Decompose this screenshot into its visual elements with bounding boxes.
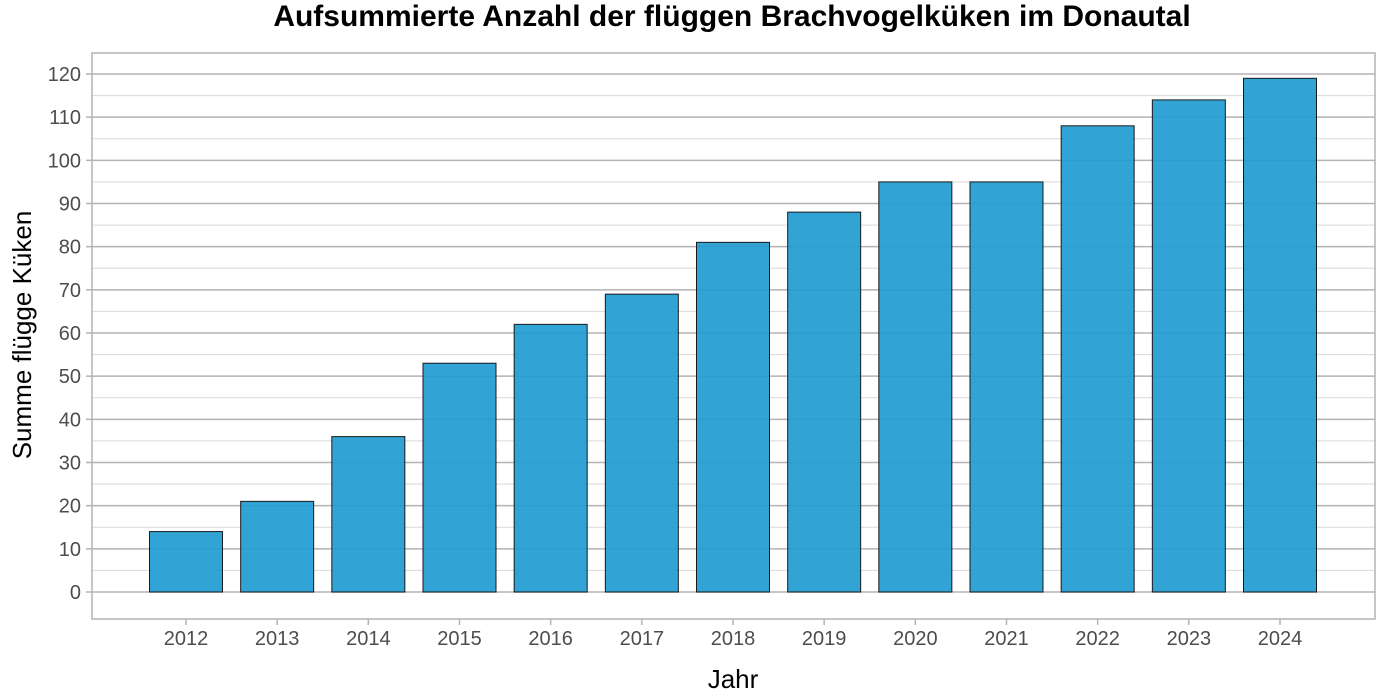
bars bbox=[149, 77, 1317, 593]
x-tick-label: 2014 bbox=[346, 628, 391, 650]
x-tick-label: 2023 bbox=[1167, 628, 1212, 650]
y-tick-label: 120 bbox=[48, 64, 81, 86]
y-tick-label: 30 bbox=[59, 453, 81, 475]
bar-2014 bbox=[331, 436, 406, 593]
y-tick-label: 20 bbox=[59, 496, 81, 518]
y-tick-label: 70 bbox=[59, 280, 81, 302]
x-axis-ticks: 2012 2013 2014 2015 2016 2017 2018 2019 2020 2021… bbox=[164, 619, 1303, 650]
x-tick-label: 2017 bbox=[620, 628, 665, 650]
y-tick-label: 50 bbox=[59, 366, 81, 388]
x-tick-label: 2018 bbox=[711, 628, 756, 650]
y-tick-label: 60 bbox=[59, 323, 81, 345]
y-tick-label: 110 bbox=[49, 107, 81, 129]
x-tick-label: 2019 bbox=[802, 628, 847, 650]
bar-2024 bbox=[1243, 77, 1317, 593]
chart-title: Aufsummierte Anzahl der flüggen Brachvog… bbox=[273, 0, 1190, 33]
x-tick-label: 2015 bbox=[437, 628, 482, 650]
x-tick-label: 2024 bbox=[1258, 628, 1303, 650]
bar-2023 bbox=[1151, 99, 1226, 593]
y-tick-label: 10 bbox=[59, 539, 81, 561]
y-axis-ticks: 0 10 20 30 40 50 60 70 80 90 100 110 120 bbox=[48, 64, 92, 604]
bar-2013 bbox=[240, 500, 315, 593]
y-tick-label: 80 bbox=[59, 237, 81, 259]
x-axis-title: Jahr bbox=[708, 664, 759, 693]
x-tick-label: 2012 bbox=[164, 628, 209, 650]
bar-2022 bbox=[1060, 125, 1135, 593]
bar-2021 bbox=[969, 181, 1044, 593]
y-tick-label: 0 bbox=[70, 582, 81, 604]
bar-2012 bbox=[149, 531, 223, 593]
bar-2015 bbox=[422, 362, 497, 593]
y-tick-label: 100 bbox=[48, 150, 81, 172]
x-tick-label: 2013 bbox=[255, 628, 300, 650]
x-tick-label: 2016 bbox=[528, 628, 573, 650]
bar-2020 bbox=[878, 181, 953, 593]
x-tick-label: 2020 bbox=[893, 628, 938, 650]
x-tick-label: 2021 bbox=[984, 628, 1029, 650]
y-axis-title: Summe flügge Küken bbox=[7, 211, 37, 460]
bar-2019 bbox=[787, 211, 862, 593]
bar-2018 bbox=[696, 241, 770, 593]
x-tick-label: 2022 bbox=[1075, 628, 1120, 650]
bar-2017 bbox=[604, 293, 679, 593]
y-tick-label: 40 bbox=[59, 409, 81, 431]
y-tick-label: 90 bbox=[59, 194, 81, 216]
bar-2016 bbox=[513, 323, 588, 593]
